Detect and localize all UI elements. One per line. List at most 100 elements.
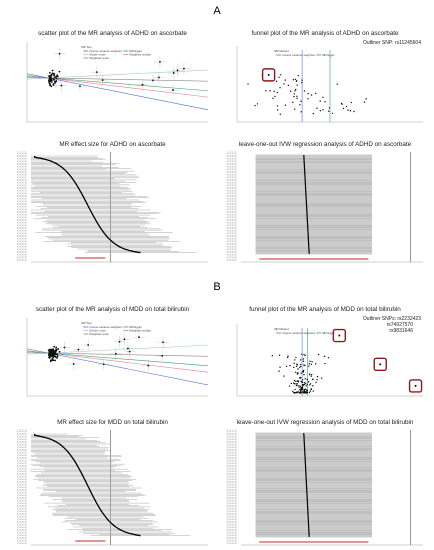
point: [284, 104, 287, 106]
point: [350, 101, 353, 104]
point: [310, 375, 312, 377]
legend-item: Simple mode: [89, 53, 106, 57]
point: [324, 362, 326, 365]
plot-area: [237, 324, 423, 396]
point: [303, 364, 305, 366]
point: [279, 87, 281, 89]
point: [53, 345, 56, 348]
point: [48, 80, 51, 83]
point: [297, 380, 299, 382]
point: [161, 355, 164, 357]
point: [323, 355, 326, 358]
point: [300, 372, 302, 374]
fit-line: [26, 344, 209, 355]
point: [295, 380, 297, 382]
point: [53, 354, 56, 357]
point: [52, 83, 55, 85]
legend-item: Weighted mode: [89, 56, 109, 60]
point: [278, 354, 281, 356]
point: [56, 357, 58, 359]
point: [53, 352, 56, 355]
outlier-note: Outliner SNPs: rs2232423: [363, 316, 421, 322]
point: [295, 356, 297, 359]
outlier-box: [408, 379, 423, 393]
point: [305, 389, 308, 392]
legend-item: Weighted median: [129, 53, 151, 57]
point: [101, 79, 104, 81]
point: [317, 353, 320, 356]
point: [152, 79, 154, 82]
point: [312, 378, 314, 381]
point: [309, 360, 311, 362]
point: [293, 93, 295, 95]
panel-title: scatter plot of the MR analysis of MDD o…: [36, 306, 190, 313]
point: [279, 113, 282, 115]
point: [296, 383, 299, 385]
point: [79, 85, 81, 88]
point: [295, 80, 298, 82]
point: [303, 381, 306, 384]
panel: funnel plot of the MR analysis of ADHD o…: [236, 30, 423, 123]
point: [304, 378, 306, 380]
point: [283, 375, 285, 377]
estimate-line: [34, 156, 141, 254]
point: [307, 92, 309, 95]
point: [311, 360, 313, 363]
fit-line: [26, 75, 209, 98]
legend-title: MR Test: [81, 321, 91, 325]
panel: scatter plot of the MR analysis of ADHD …: [26, 30, 209, 123]
outlier-box: [261, 68, 276, 82]
point: [278, 370, 280, 372]
point: [316, 375, 319, 378]
point: [299, 390, 302, 392]
point: [345, 105, 348, 108]
point: [275, 80, 278, 83]
point: [183, 67, 185, 70]
point: [254, 104, 256, 107]
point: [300, 387, 302, 389]
point: [304, 382, 307, 385]
point: [349, 110, 352, 112]
point: [302, 383, 305, 386]
point: [50, 80, 52, 83]
point: [271, 355, 274, 357]
point: [54, 76, 57, 79]
estimate-line: [34, 434, 141, 537]
point: [279, 366, 281, 368]
point: [158, 76, 160, 79]
point: [293, 383, 296, 385]
point: [300, 111, 302, 113]
point: [138, 336, 140, 339]
point: [301, 81, 303, 84]
point: [304, 388, 306, 391]
point: [301, 384, 304, 386]
point: [176, 69, 179, 72]
point: [328, 107, 331, 109]
point: [172, 72, 175, 74]
legend-item: Inverse variance weighted: [89, 49, 122, 53]
point: [292, 101, 294, 104]
point: [301, 353, 303, 356]
point: [292, 391, 295, 394]
point: [287, 355, 289, 357]
point: [285, 365, 288, 368]
point: [118, 340, 121, 343]
point: [53, 73, 55, 76]
point: [284, 79, 286, 81]
fit-line: [26, 73, 209, 111]
panel-title: leave-one-out IVW regression analysis of…: [239, 141, 412, 148]
point: [297, 368, 299, 370]
point: [315, 92, 317, 95]
point: [296, 363, 298, 365]
point: [294, 78, 297, 80]
point: [256, 103, 259, 105]
point: [276, 91, 279, 94]
point: [306, 383, 308, 386]
legend-item: Inverse variance weighted: [282, 331, 315, 335]
point: [95, 71, 98, 74]
point: [316, 379, 318, 381]
fit-line: [26, 352, 209, 357]
point: [58, 70, 61, 73]
